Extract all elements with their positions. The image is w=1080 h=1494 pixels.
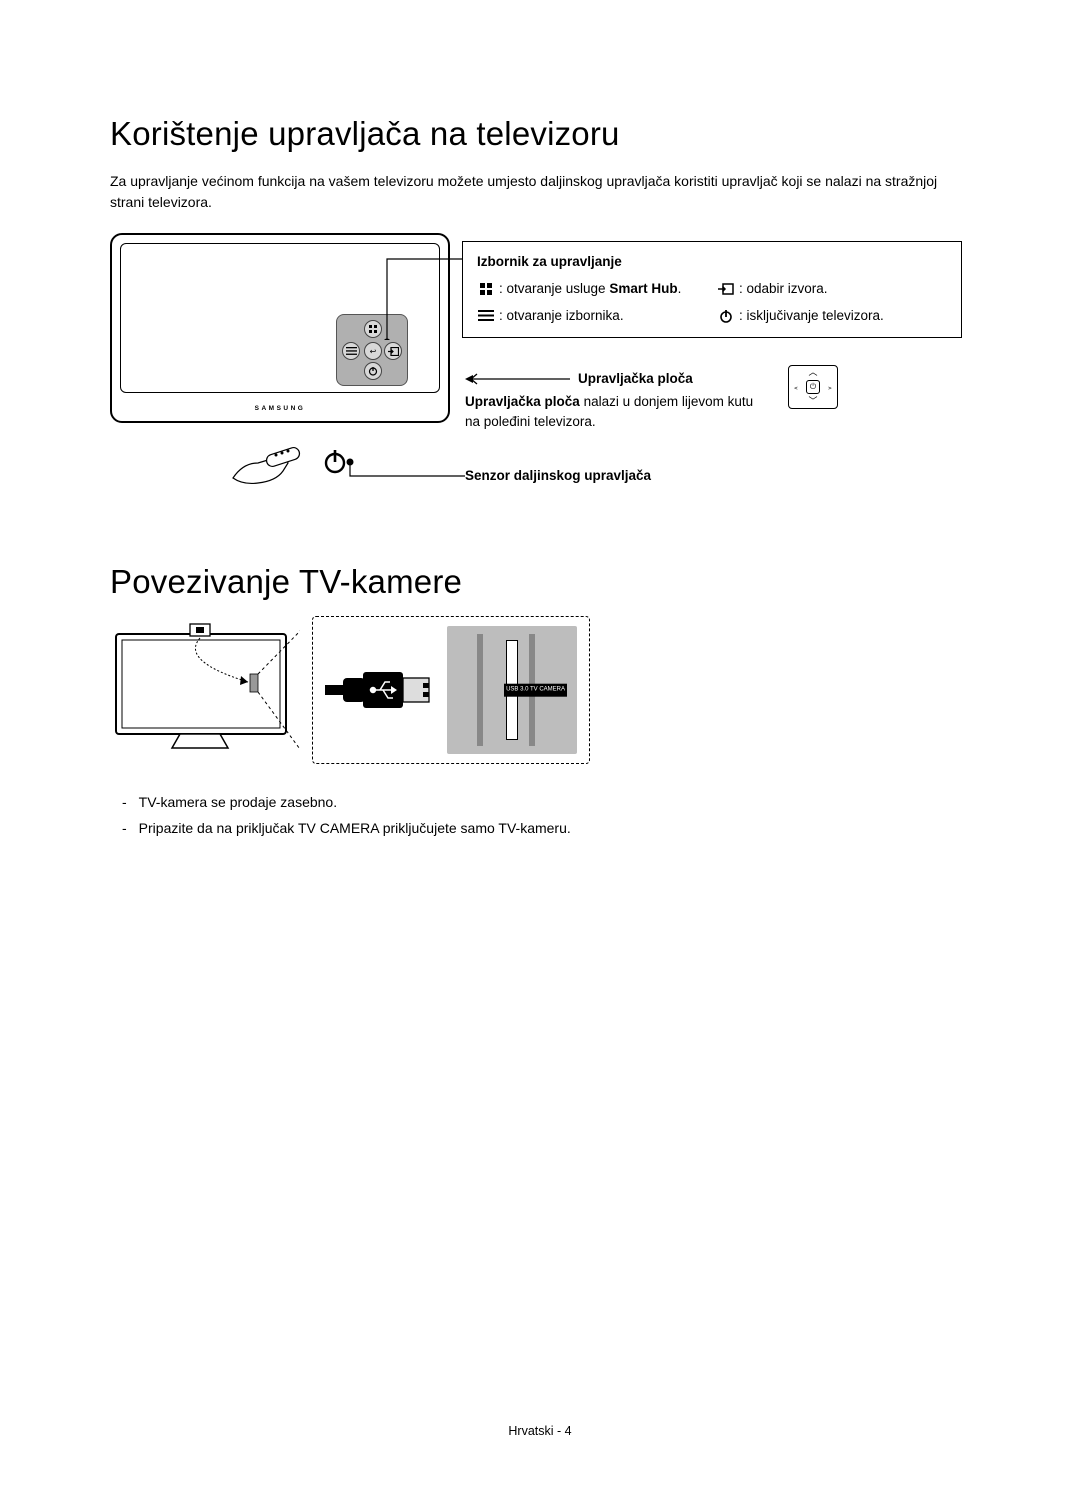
- usb-plug-illustration: [325, 630, 435, 750]
- page-footer: Hrvatski - 4: [508, 1424, 571, 1438]
- smarthub-icon: [477, 282, 495, 296]
- menu-item-smarthub: : otvaranje usluge Smart Hub.: [477, 281, 707, 296]
- camera-connection-diagram: USB 3.0 TV CAMERA: [110, 616, 975, 769]
- menu-item-source: : odabir izvora.: [717, 281, 947, 296]
- power-text: : isključivanje televizora.: [739, 308, 884, 323]
- control-menu-legend: Izbornik za upravljanje : otvaranje uslu…: [462, 241, 962, 338]
- pad-menu-icon: [342, 342, 360, 360]
- menu-icon: [477, 309, 495, 323]
- section1-heading: Korištenje upravljača na televizoru: [110, 115, 975, 153]
- pad-return-icon: ↩: [364, 342, 382, 360]
- footer-page: 4: [565, 1424, 572, 1438]
- menu-text: : otvaranje izbornika.: [499, 308, 624, 323]
- footer-lang: Hrvatski: [508, 1424, 553, 1438]
- note-item: - Pripazite da na priključak TV CAMERA p…: [110, 817, 975, 839]
- usb-port-label: USB 3.0 TV CAMERA: [504, 684, 567, 697]
- note-text: Pripazite da na priključak TV CAMERA pri…: [139, 817, 571, 839]
- control-pad: ↩: [336, 314, 408, 386]
- arrow-left-icon: [465, 373, 570, 385]
- power-icon: [717, 309, 735, 323]
- smarthub-text-bold: Smart Hub: [609, 281, 677, 296]
- control-panel-callout: Upravljačka ploča Upravljačka ploča nala…: [465, 371, 965, 431]
- note-item: - TV-kamera se prodaje zasebno.: [110, 791, 975, 813]
- brand-label: SAMSUNG: [255, 405, 306, 412]
- pad-smarthub-icon: [364, 320, 382, 338]
- smarthub-text-prefix: : otvaranje usluge: [499, 281, 609, 296]
- sensor-label: Senzor daljinskog upravljača: [465, 468, 651, 483]
- usb-port-illustration: USB 3.0 TV CAMERA: [447, 626, 577, 754]
- camera-detail-box: USB 3.0 TV CAMERA: [312, 616, 590, 764]
- section1-intro: Za upravljanje većinom funkcija na vašem…: [110, 171, 975, 213]
- notes-list: - TV-kamera se prodaje zasebno. - Pripaz…: [110, 791, 975, 840]
- panel-mini-illustration: ︿ ﹤⏻﹥ ﹀: [788, 365, 838, 409]
- pad-source-icon: [384, 342, 402, 360]
- pad-power-icon: [364, 362, 382, 380]
- section2-heading: Povezivanje TV-kamere: [110, 563, 975, 601]
- panel-description: Upravljačka ploča nalazi u donjem lijevo…: [465, 392, 755, 431]
- panel-desc-bold: Upravljačka ploča: [465, 394, 580, 409]
- source-icon: [717, 282, 735, 296]
- tv-back-illustration: SAMSUNG ↩: [110, 233, 450, 423]
- smarthub-text-suffix: .: [678, 281, 682, 296]
- tv-front-illustration: [110, 616, 300, 769]
- note-text: TV-kamera se prodaje zasebno.: [139, 791, 337, 813]
- footer-sep: -: [554, 1424, 565, 1438]
- menu-item-menu: : otvaranje izbornika.: [477, 308, 707, 323]
- panel-label: Upravljačka ploča: [578, 371, 693, 386]
- standby-power-icon: [320, 446, 350, 476]
- controller-diagram: SAMSUNG ↩: [110, 233, 975, 513]
- menu-item-power: : isključivanje televizora.: [717, 308, 947, 323]
- source-text: : odabir izvora.: [739, 281, 828, 296]
- menu-legend-title: Izbornik za upravljanje: [477, 254, 947, 269]
